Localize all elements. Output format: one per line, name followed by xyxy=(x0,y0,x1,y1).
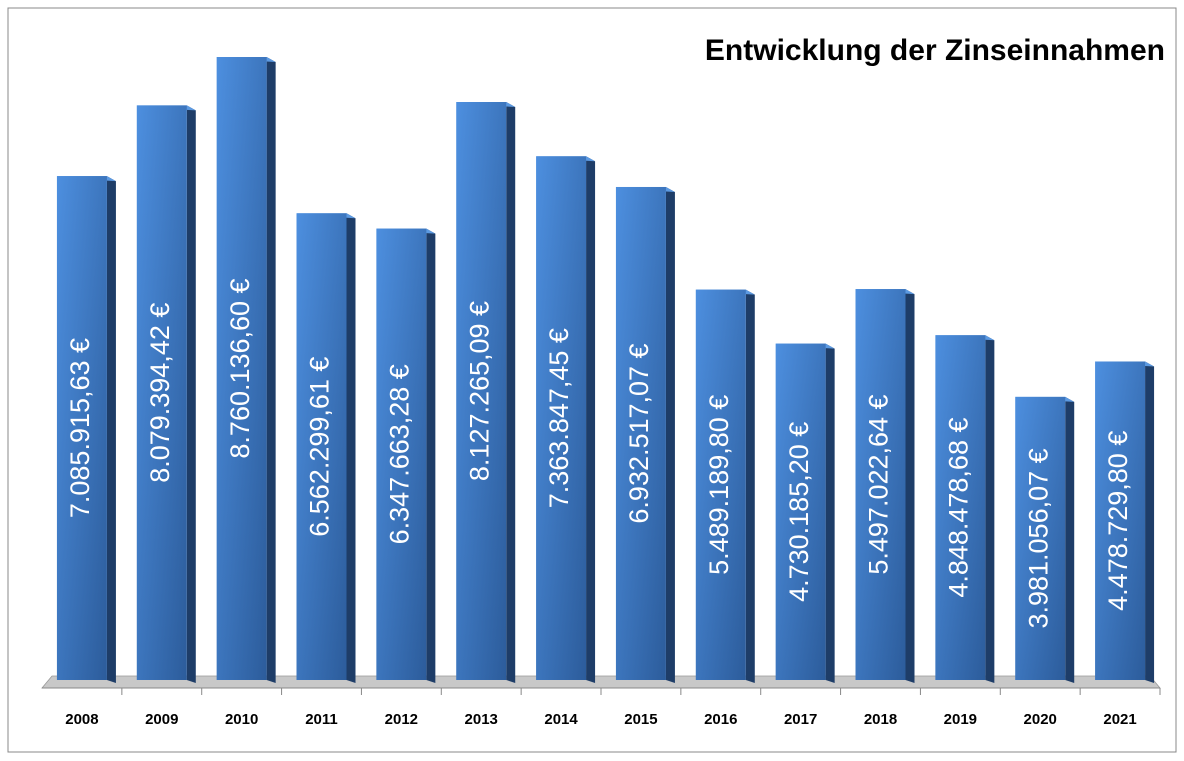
x-tick-label: 2016 xyxy=(704,711,737,728)
bar xyxy=(935,335,986,680)
x-tick-label: 2008 xyxy=(65,711,98,728)
bar xyxy=(615,186,666,680)
x-tick-label: 2015 xyxy=(624,711,657,728)
bar xyxy=(376,228,427,680)
bar xyxy=(136,105,187,680)
bar xyxy=(1015,396,1066,680)
bar xyxy=(855,289,906,680)
value-label: 8.760.136,60 € xyxy=(225,278,255,458)
bar-side xyxy=(665,186,675,683)
value-label: 5.497.022,64 € xyxy=(864,394,894,574)
x-tick-label: 2013 xyxy=(465,711,498,728)
x-tick-label: 2019 xyxy=(944,711,977,728)
bar-side xyxy=(506,102,516,684)
bar xyxy=(56,176,107,681)
x-tick-label: 2014 xyxy=(544,711,578,728)
bar-side xyxy=(825,343,835,683)
x-tick-label: 2017 xyxy=(784,711,817,728)
bar-side xyxy=(905,289,915,683)
value-label: 4.848.478,68 € xyxy=(943,418,973,598)
bar-side xyxy=(745,289,755,683)
bar-side xyxy=(106,176,116,684)
x-tick-label: 2010 xyxy=(225,711,258,728)
value-label: 4.730.185,20 € xyxy=(784,422,814,602)
chart-title: Entwicklung der Zinseinnahmen xyxy=(705,34,1165,67)
value-label: 8.127.265,09 € xyxy=(464,301,494,481)
bar xyxy=(536,156,587,680)
bar xyxy=(456,102,507,681)
x-tick-label: 2012 xyxy=(385,711,418,728)
value-label: 6.347.663,28 € xyxy=(384,364,414,544)
value-label: 3.981.056,07 € xyxy=(1023,448,1053,628)
value-label: 5.489.189,80 € xyxy=(704,395,734,575)
bar xyxy=(296,213,347,680)
bar-side xyxy=(1065,396,1075,683)
x-tick-label: 2009 xyxy=(145,711,178,728)
bar xyxy=(1095,361,1146,680)
bar-side xyxy=(266,57,276,683)
value-label: 4.478.729,80 € xyxy=(1103,431,1133,611)
bar xyxy=(695,289,746,680)
x-tick-label: 2018 xyxy=(864,711,897,728)
value-label: 6.562.299,61 € xyxy=(305,357,335,537)
x-tick-label: 2020 xyxy=(1024,711,1057,728)
x-tick-label: 2011 xyxy=(305,711,338,728)
value-label: 8.079.394,42 € xyxy=(145,303,175,483)
value-label: 6.932.517,07 € xyxy=(624,343,654,523)
bar-side xyxy=(186,105,196,683)
value-label: 7.085.915,63 € xyxy=(65,338,95,518)
bar-side xyxy=(346,213,356,683)
bar-side xyxy=(1145,361,1155,683)
x-tick-label: 2021 xyxy=(1103,711,1136,728)
value-label: 7.363.847,45 € xyxy=(544,328,574,508)
bar-side xyxy=(586,156,596,683)
bar-side xyxy=(985,335,995,683)
bar-side xyxy=(426,228,436,683)
bar xyxy=(216,57,267,680)
bar xyxy=(775,343,826,680)
